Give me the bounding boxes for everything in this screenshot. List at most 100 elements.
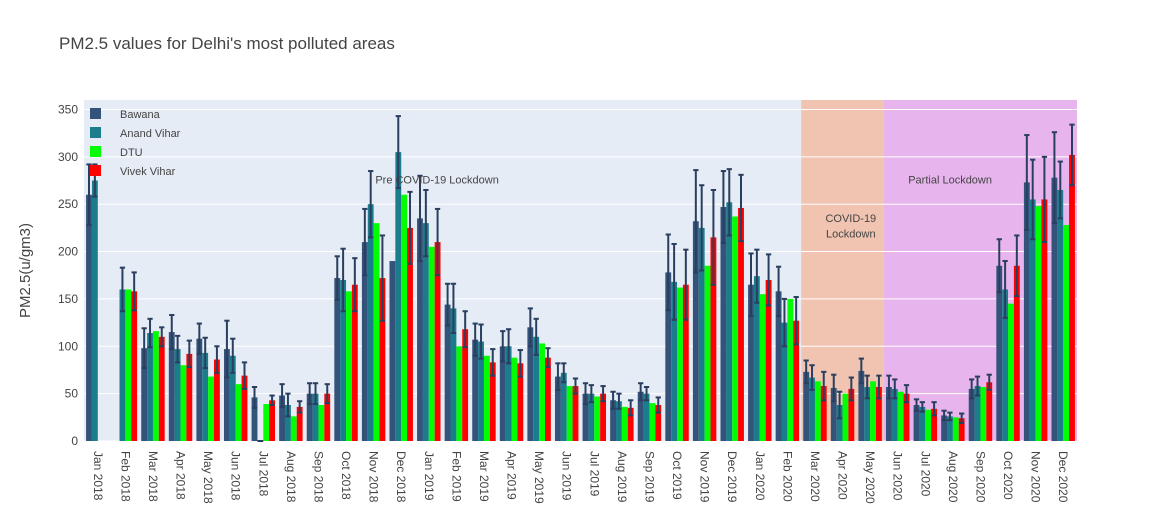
bar-anand-vihar[interactable] (450, 308, 457, 441)
bar-dtu[interactable] (980, 387, 987, 441)
legend-swatch-anand-vihar[interactable] (90, 127, 101, 138)
bar-vivek-vihar[interactable] (1069, 154, 1075, 441)
bar-anand-vihar[interactable] (560, 372, 567, 441)
bar-vivek-vihar[interactable] (1013, 265, 1020, 441)
bar-anand-vihar[interactable] (698, 227, 705, 441)
bar-anand-vihar[interactable] (202, 352, 209, 441)
bar-vivek-vihar[interactable] (600, 393, 607, 441)
bar-bawana[interactable] (720, 207, 727, 441)
bar-vivek-vihar[interactable] (1041, 199, 1048, 441)
bar-vivek-vihar[interactable] (186, 353, 193, 441)
bar-dtu[interactable] (759, 294, 766, 441)
bar-bawana[interactable] (389, 261, 396, 441)
bar-anand-vihar[interactable] (836, 405, 843, 441)
bar-bawana[interactable] (499, 346, 506, 441)
bar-bawana[interactable] (748, 284, 754, 441)
bar-anand-vihar[interactable] (1029, 199, 1036, 441)
bar-anand-vihar[interactable] (478, 341, 484, 441)
bar-vivek-vihar[interactable] (489, 362, 496, 441)
bar-vivek-vihar[interactable] (931, 408, 938, 441)
bar-vivek-vihar[interactable] (738, 207, 744, 441)
bar-anand-vihar[interactable] (395, 152, 402, 441)
legend-label[interactable]: Anand Vihar (120, 128, 181, 140)
bar-bawana[interactable] (968, 388, 975, 441)
bar-dtu[interactable] (1035, 206, 1042, 441)
bar-anand-vihar[interactable] (119, 289, 126, 441)
bar-anand-vihar[interactable] (505, 346, 512, 441)
bar-bawana[interactable] (775, 291, 782, 441)
bar-dtu[interactable] (649, 403, 656, 441)
bar-dtu[interactable] (152, 331, 159, 441)
bar-anand-vihar[interactable] (864, 387, 871, 441)
bar-dtu[interactable] (787, 298, 794, 441)
bar-bawana[interactable] (803, 371, 810, 441)
bar-dtu[interactable] (870, 381, 876, 441)
bar-bawana[interactable] (858, 370, 865, 441)
bar-vivek-vihar[interactable] (158, 336, 165, 441)
legend-swatch-dtu[interactable] (90, 146, 101, 157)
bar-dtu[interactable] (897, 391, 904, 441)
bar-bawana[interactable] (168, 332, 175, 441)
legend-label[interactable]: Vivek Vihar (120, 166, 176, 178)
bar-anand-vihar[interactable] (147, 333, 153, 441)
bar-vivek-vihar[interactable] (820, 386, 827, 441)
bar-dtu[interactable] (235, 384, 242, 441)
bar-anand-vihar[interactable] (671, 281, 678, 441)
bar-bawana[interactable] (830, 387, 837, 441)
bar-anand-vihar[interactable] (588, 393, 595, 441)
bar-anand-vihar[interactable] (1057, 189, 1064, 441)
bar-bawana[interactable] (1023, 182, 1030, 442)
bar-dtu[interactable] (208, 376, 214, 441)
bar-dtu[interactable] (594, 396, 601, 441)
bar-anand-vihar[interactable] (643, 393, 650, 441)
bar-vivek-vihar[interactable] (296, 406, 303, 441)
bar-dtu[interactable] (401, 194, 408, 441)
bar-anand-vihar[interactable] (340, 279, 347, 441)
bar-vivek-vihar[interactable] (269, 400, 276, 441)
bar-dtu[interactable] (732, 216, 739, 441)
bar-vivek-vihar[interactable] (462, 329, 469, 441)
bar-bawana[interactable] (334, 278, 341, 441)
legend-label[interactable]: Bawana (120, 109, 161, 121)
bar-vivek-vihar[interactable] (379, 278, 386, 441)
bar-bawana[interactable] (141, 348, 148, 441)
bar-vivek-vihar[interactable] (986, 382, 993, 441)
bar-bawana[interactable] (1051, 177, 1058, 441)
bar-vivek-vihar[interactable] (710, 237, 717, 441)
bar-dtu[interactable] (428, 246, 435, 441)
bar-bawana[interactable] (885, 387, 892, 441)
bar-bawana[interactable] (472, 339, 479, 441)
bar-bawana[interactable] (417, 218, 423, 441)
bar-anand-vihar[interactable] (974, 386, 981, 441)
bar-anand-vihar[interactable] (229, 355, 236, 441)
bar-dtu[interactable] (566, 386, 573, 441)
bar-bawana[interactable] (996, 265, 1003, 441)
legend-swatch-bawana[interactable] (90, 108, 101, 119)
bar-anand-vihar[interactable] (174, 349, 181, 441)
bar-vivek-vihar[interactable] (765, 279, 772, 441)
bar-dtu[interactable] (677, 287, 683, 441)
bar-bawana[interactable] (251, 397, 258, 441)
bar-dtu[interactable] (373, 223, 380, 441)
bar-bawana[interactable] (444, 304, 451, 441)
bar-dtu[interactable] (952, 417, 959, 441)
bar-anand-vihar[interactable] (422, 223, 429, 441)
bar-dtu[interactable] (814, 381, 821, 441)
bar-bawana[interactable] (665, 272, 672, 441)
bar-vivek-vihar[interactable] (434, 242, 441, 441)
bar-bawana[interactable] (279, 395, 286, 441)
bar-anand-vihar[interactable] (1002, 289, 1009, 441)
bar-anand-vihar[interactable] (947, 416, 953, 441)
bar-bawana[interactable] (692, 221, 699, 441)
bar-anand-vihar[interactable] (919, 406, 926, 441)
legend-swatch-vivek-vihar[interactable] (90, 165, 101, 176)
bar-dtu[interactable] (346, 291, 352, 441)
bar-bawana[interactable] (913, 405, 920, 441)
bar-vivek-vihar[interactable] (572, 386, 579, 441)
bar-anand-vihar[interactable] (312, 393, 319, 441)
bar-dtu[interactable] (925, 409, 932, 441)
bar-anand-vihar[interactable] (616, 401, 622, 441)
bar-vivek-vihar[interactable] (324, 393, 331, 441)
bar-vivek-vihar[interactable] (793, 320, 800, 441)
bar-vivek-vihar[interactable] (655, 405, 662, 441)
